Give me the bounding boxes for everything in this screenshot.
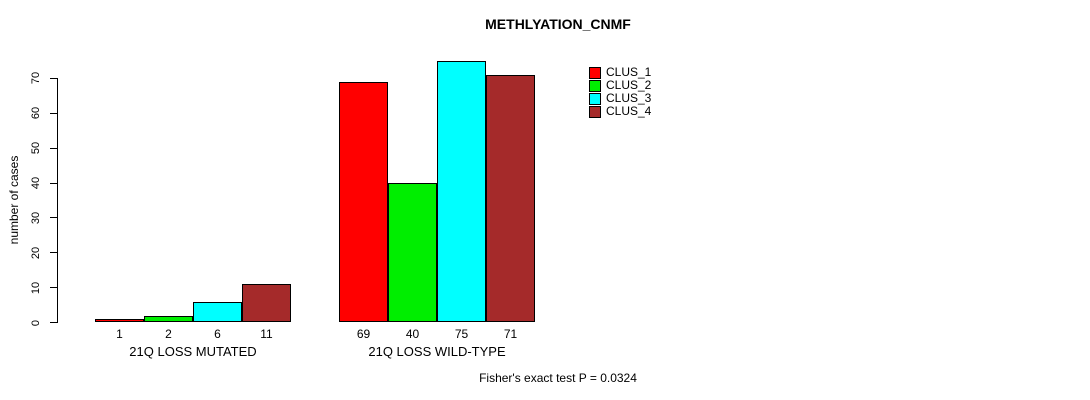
bar-value-label: 6 [214,327,221,341]
y-tick-label: 50 [30,142,42,155]
y-tick-mark [50,217,57,219]
legend-swatch-icon [589,66,601,79]
y-tick-mark [50,77,57,79]
bar-value-label: 2 [165,327,172,341]
group-label: 21Q LOSS MUTATED [129,344,257,359]
bar-value-label: 69 [356,327,371,341]
y-axis-label: number of cases [7,155,21,245]
y-tick-label: 0 [30,319,42,326]
y-tick-mark [50,112,57,114]
y-tick-label: 30 [30,211,42,225]
legend-swatch-icon [589,79,601,92]
legend-row-clus_3: CLUS_3 [589,92,651,105]
bar-value-label: 40 [405,327,420,341]
chart-title: METHLYATION_CNMF [485,16,631,32]
legend-row-clus_4: CLUS_4 [589,105,651,118]
legend-row-clus_1: CLUS_1 [589,66,651,79]
legend: CLUS_1 CLUS_2 CLUS_3 CLUS_4 [589,66,651,118]
y-tick-label: 40 [30,176,42,190]
bar-clus_2-group1 [144,315,193,323]
bar-value-label: 71 [503,327,518,341]
y-tick-label: 60 [30,107,42,120]
y-tick-label: 10 [30,281,42,294]
y-tick-mark [50,147,57,149]
bar-clus_1-group2 [339,81,388,323]
legend-row-clus_2: CLUS_2 [589,79,651,92]
bar-clus_3-group1 [193,301,242,323]
y-tick-label: 20 [30,246,42,259]
legend-label: CLUS_2 [606,78,652,92]
y-tick-mark [50,182,57,184]
bar-value-label: 1 [116,327,123,341]
legend-label: CLUS_4 [606,104,652,118]
y-tick-mark [50,322,57,323]
legend-swatch-icon [589,92,601,105]
bar-clus_1-group1 [95,319,144,323]
bar-clus_2-group2 [388,183,437,323]
y-tick-mark [50,287,57,289]
bar-value-label: 11 [260,327,273,341]
legend-swatch-icon [589,105,601,118]
bar-value-label: 75 [454,327,469,341]
bar-clus_4-group2 [486,74,535,323]
legend-label: CLUS_1 [606,65,652,79]
group-label: 21Q LOSS WILD-TYPE [368,344,506,359]
bar-clus_4-group1 [242,284,291,323]
y-tick-label: 70 [30,72,42,85]
bar-clus_3-group2 [437,61,486,323]
y-axis-line [57,78,58,323]
fisher-test-annotation: Fisher's exact test P = 0.0324 [479,371,637,385]
legend-label: CLUS_3 [606,91,652,105]
y-tick-mark [50,252,57,254]
